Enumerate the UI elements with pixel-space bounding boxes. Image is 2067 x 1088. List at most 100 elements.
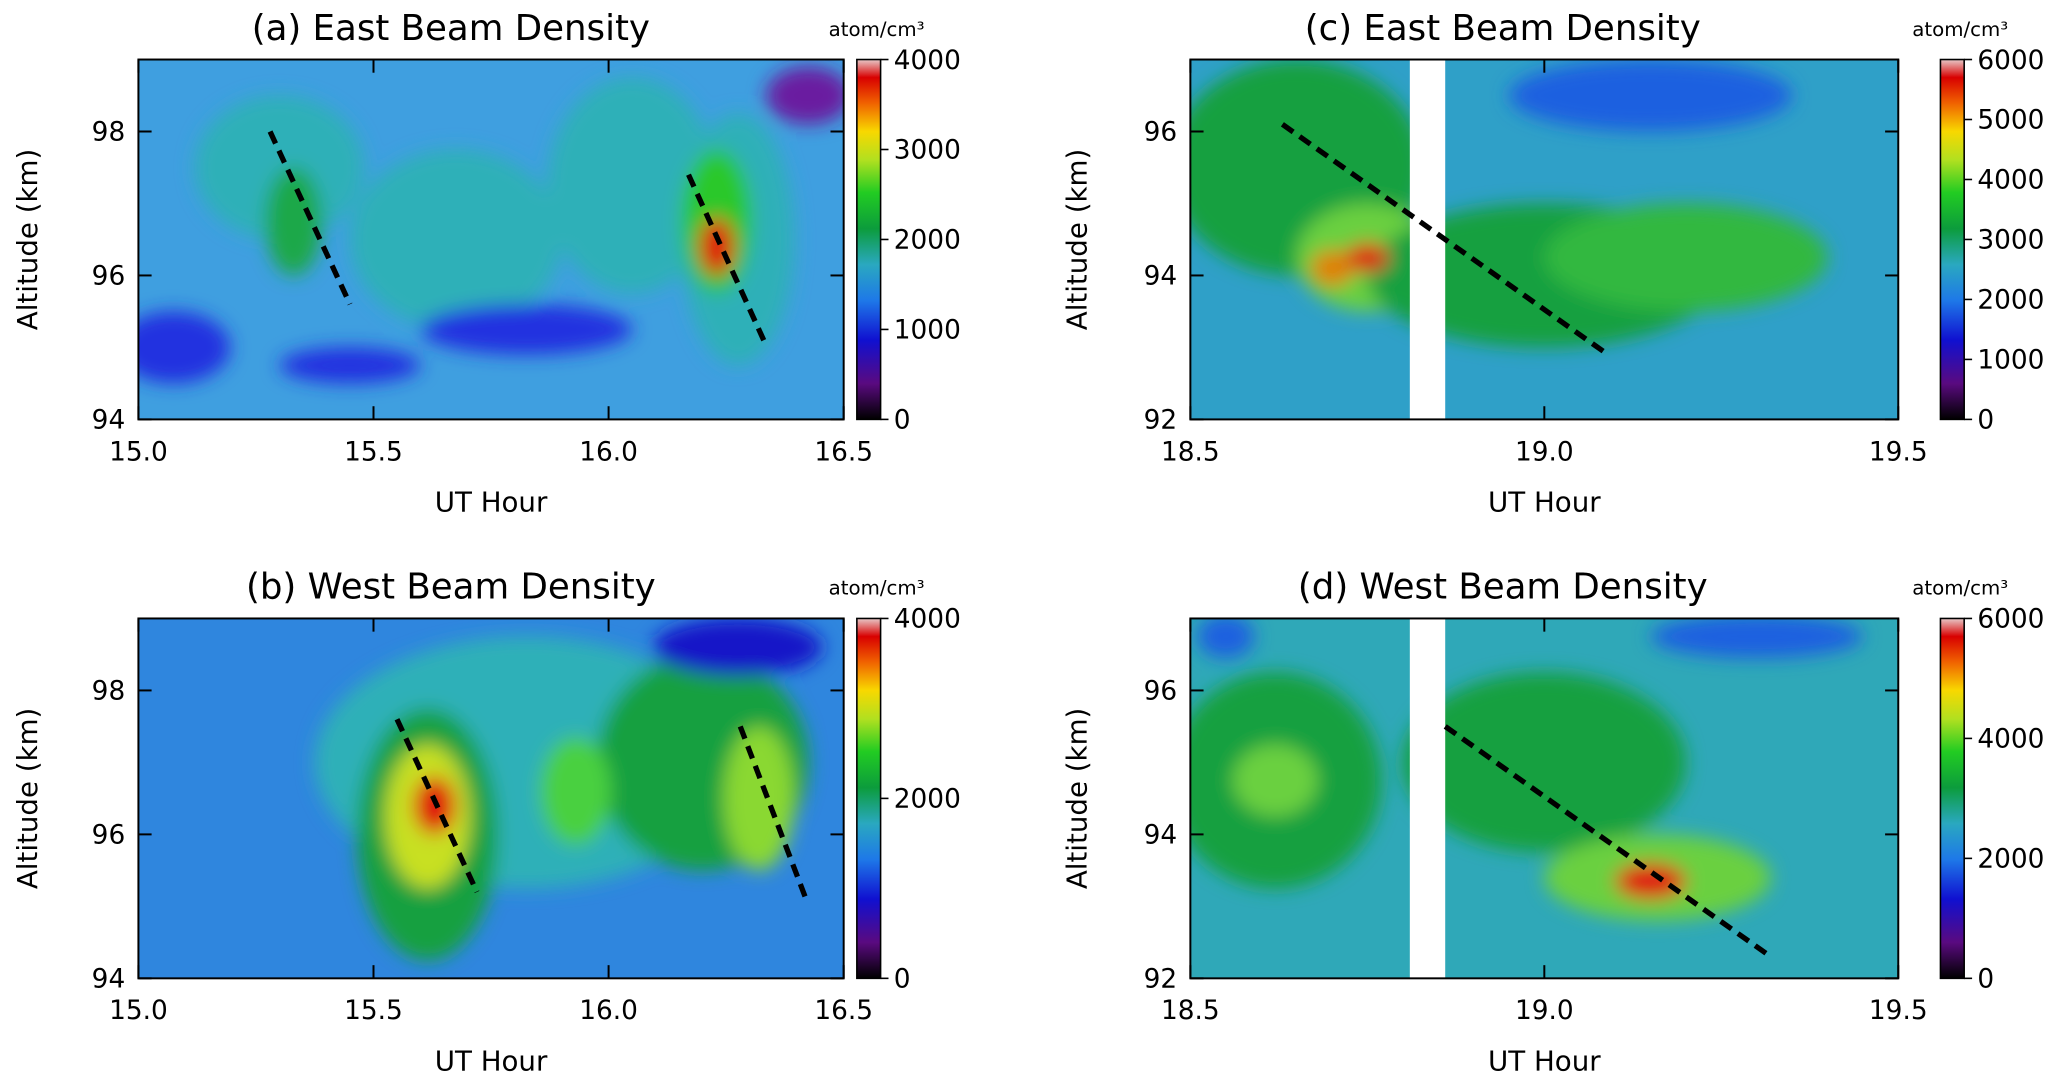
x-tick-label: 15.5 (344, 437, 403, 467)
density-field (138, 618, 844, 979)
field-blob (699, 217, 735, 276)
y-tick-label: 98 (92, 118, 126, 148)
x-axis-label: UT Hour (1488, 1045, 1601, 1078)
fit-line (686, 173, 767, 342)
density-field (1190, 618, 1899, 979)
density-field (1190, 59, 1899, 420)
y-axis-label: Altitude (km) (1060, 149, 1093, 331)
field-blob (653, 618, 823, 677)
plot-frame (137, 617, 845, 980)
field-blob (1508, 59, 1793, 132)
colorbar-tick-label: 1000 (1977, 346, 2044, 376)
field-blobs (138, 66, 844, 384)
chart-title: (a) East Beam Density (252, 8, 650, 49)
field-blob (1346, 243, 1389, 272)
y-tick-label: 96 (1144, 118, 1178, 148)
x-tick-label: 19.5 (1869, 437, 1928, 467)
y-tick-label: 96 (92, 821, 126, 851)
x-tick-label: 15.0 (109, 437, 168, 467)
y-tick-label: 98 (92, 677, 126, 707)
chart-title: (b) West Beam Density (246, 567, 656, 608)
data-gap (1409, 59, 1446, 420)
fit-line (1443, 724, 1773, 959)
colorbar-tick-label: 6000 (1977, 605, 2044, 635)
field-blob (1650, 618, 1863, 659)
field-blob (1402, 672, 1686, 853)
field-blob (138, 311, 231, 384)
fit-line (267, 130, 353, 306)
y-axis-label: Altitude (km) (1060, 708, 1093, 890)
field-blob (1197, 618, 1255, 659)
colorbar-tick-label: 2000 (1977, 845, 2044, 875)
field-blob (194, 95, 365, 240)
y-axis-label: Altitude (km) (11, 708, 44, 890)
x-tick-label: 16.5 (814, 996, 873, 1026)
x-axis-label: UT Hour (435, 1045, 548, 1078)
colorbar-tick-label: 2000 (1977, 286, 2044, 316)
chart-title: (c) East Beam Density (1305, 8, 1701, 49)
field-blob (1615, 863, 1686, 900)
colorbar-tick-label: 3000 (894, 136, 961, 166)
y-axis-label: Altitude (km) (11, 149, 44, 331)
fit-line (394, 718, 480, 894)
density-field (138, 59, 844, 420)
x-tick-label: 16.5 (814, 437, 873, 467)
field-blob (420, 304, 633, 355)
field-blob (349, 149, 562, 330)
x-tick-label: 19.0 (1515, 996, 1574, 1026)
colorbar (1939, 58, 1965, 421)
x-tick-label: 19.0 (1515, 437, 1574, 467)
colorbar (856, 617, 882, 980)
y-tick-label: 92 (1144, 965, 1178, 995)
x-axis-label: UT Hour (435, 486, 548, 519)
field-blob (540, 737, 611, 846)
colorbar-label: atom/cm³ (829, 577, 925, 600)
colorbar-tick-label: 0 (894, 965, 911, 995)
y-tick-label: 94 (92, 965, 126, 995)
colorbar-tick-label: 1000 (894, 316, 961, 346)
y-tick-label: 92 (1144, 406, 1178, 436)
colorbar-tick-label: 5000 (1977, 106, 2044, 136)
fit-line (1280, 122, 1610, 357)
colorbar-tick-label: 0 (1977, 965, 1994, 995)
x-tick-label: 16.0 (579, 437, 638, 467)
y-tick-label: 94 (92, 406, 126, 436)
colorbar-tick-label: 2000 (894, 785, 961, 815)
colorbar (1939, 617, 1965, 980)
field-blob (265, 167, 322, 276)
fit-line (737, 725, 809, 901)
x-tick-label: 19.5 (1869, 996, 1928, 1026)
x-tick-label: 18.5 (1161, 437, 1220, 467)
colorbar-label: atom/cm³ (829, 18, 925, 41)
plot-frame (137, 58, 845, 421)
chart-title: (d) West Beam Density (1298, 567, 1708, 608)
y-tick-label: 96 (1144, 677, 1178, 707)
field-blob (547, 77, 717, 294)
field-blobs (314, 618, 823, 961)
field-blob (1232, 744, 1318, 817)
field-blob (279, 347, 421, 384)
y-tick-label: 94 (1144, 262, 1178, 292)
field-blobs (1190, 59, 1828, 348)
x-tick-label: 15.0 (109, 996, 168, 1026)
colorbar-label: atom/cm³ (1912, 18, 2008, 41)
colorbar-tick-label: 4000 (1977, 725, 2044, 755)
colorbar-tick-label: 4000 (894, 46, 961, 76)
x-axis-label: UT Hour (1488, 486, 1601, 519)
y-tick-label: 96 (92, 262, 126, 292)
data-gap (1409, 618, 1446, 979)
field-blobs (1190, 618, 1863, 921)
colorbar-tick-label: 3000 (1977, 226, 2044, 256)
colorbar-tick-label: 0 (1977, 406, 1994, 436)
colorbar-tick-label: 6000 (1977, 46, 2044, 76)
colorbar-tick-label: 2000 (894, 226, 961, 256)
colorbar (856, 58, 882, 421)
field-blob (1310, 250, 1354, 287)
colorbar-tick-label: 4000 (1977, 166, 2044, 196)
field-blob (766, 66, 844, 125)
x-tick-label: 18.5 (1161, 996, 1220, 1026)
colorbar-tick-label: 4000 (894, 605, 961, 635)
x-tick-label: 15.5 (344, 996, 403, 1026)
x-tick-label: 16.0 (579, 996, 638, 1026)
